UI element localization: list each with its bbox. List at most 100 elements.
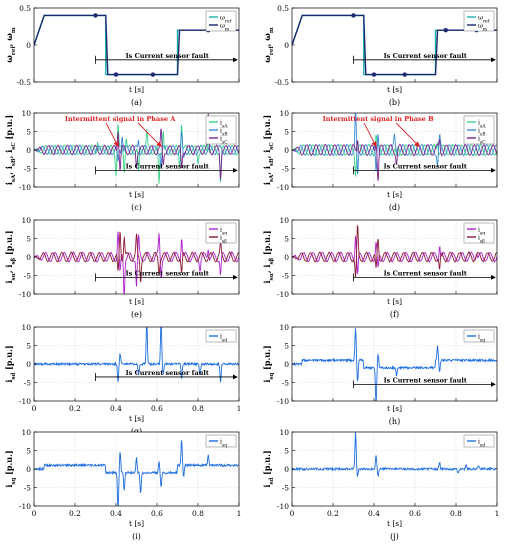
y-tick-label: -10 (19, 290, 31, 299)
y-tick-label: 0 (26, 360, 31, 369)
legend-entry: isC (478, 135, 486, 145)
legend-box (205, 222, 237, 244)
chart-panel-d: -10 -5 0 5 10 t [s] (d) isA, isB, isC [p.u.] isA… (262, 109, 498, 212)
y-tick-label: -5 (282, 272, 290, 281)
y-tick-label: -10 (277, 290, 289, 299)
y-axis-label: isd [p.u.] (262, 450, 275, 487)
legend-entry: isα (220, 226, 227, 236)
panel-label: (d) (389, 203, 400, 212)
legend-entry: ωref (478, 14, 490, 24)
x-tick-label: 0.8 (450, 509, 462, 518)
x-tick-label: 0.4 (368, 509, 380, 518)
x-axis-label: t [s] (387, 85, 402, 94)
y-tick-label: -5 (24, 484, 32, 493)
series-line-1 (34, 327, 239, 383)
chart-panel-c: -10 -5 0 5 10 t [s] (c) isA, isB, isC [p.u.] isA… (4, 109, 240, 212)
legend-entry: isα (478, 226, 485, 236)
y-tick-label: -5 (282, 484, 290, 493)
data-marker (113, 72, 119, 77)
x-tick-label: 0.4 (110, 404, 122, 413)
x-axis-label: t [s] (129, 414, 144, 423)
plot-area (292, 8, 497, 82)
x-tick-label: 0.8 (192, 404, 204, 413)
y-tick-label: 10 (21, 216, 31, 225)
x-tick-label: 0.8 (192, 509, 204, 518)
series-line-3 (34, 113, 239, 180)
fault-label: Is Current sensor fault (384, 376, 467, 384)
annotation-text: Intermittent signal in Phase B (323, 115, 434, 123)
series-line-1 (34, 231, 239, 294)
y-axis-label: isα, isβ [p.u.] (4, 230, 17, 283)
data-marker (402, 72, 407, 77)
y-tick-label: -10 (19, 397, 31, 406)
x-tick-label: 0.2 (69, 509, 81, 518)
panel-label: (h) (389, 417, 400, 426)
data-marker (443, 28, 448, 33)
series-line-2 (34, 231, 239, 283)
x-axis-label: t [s] (387, 297, 402, 306)
y-tick-label: 0 (284, 253, 289, 262)
y-tick-label: 5 (26, 342, 31, 351)
fault-label: Is Current sensor fault (384, 162, 467, 170)
y-tick-label: 0.5 (277, 4, 289, 13)
legend-entry: isB (220, 127, 228, 137)
series-line-2 (292, 14, 497, 76)
legend-box (205, 329, 237, 343)
x-axis-label: t [s] (129, 519, 144, 528)
y-tick-label: -0.5 (275, 78, 290, 87)
legend-box (463, 10, 495, 32)
x-tick-label: 0 (32, 404, 37, 413)
data-marker (93, 13, 98, 18)
series-line-2 (292, 225, 497, 278)
y-axis-label: ωref, ωm (262, 27, 275, 63)
annotation-arrow (363, 122, 377, 148)
series-line-3 (292, 139, 497, 181)
fault-label: Is Current sensor fault (126, 162, 209, 170)
plot-area (34, 8, 239, 82)
legend-entry: isA (220, 119, 228, 129)
chart-panel-i: -10 -5 0 5 10 0 0.2 0.4 0.6 0.8 1 t [s] (i) isq [p.u.… (4, 428, 241, 541)
data-marker (351, 13, 356, 18)
y-axis-label: isq [p.u.] (4, 450, 17, 487)
x-axis-label: t [s] (129, 297, 144, 306)
y-tick-label: 5 (284, 342, 289, 351)
legend-entry: ωm (220, 22, 230, 32)
y-tick-label: -5 (24, 272, 32, 281)
y-tick-label: 10 (279, 109, 289, 118)
y-tick-label: 5 (284, 235, 289, 244)
y-tick-label: -5 (24, 165, 32, 174)
series-line-1 (292, 235, 497, 274)
x-axis-label: t [s] (129, 190, 144, 199)
x-tick-label: 0.6 (151, 509, 163, 518)
x-axis-label: t [s] (129, 85, 144, 94)
panel-label: (b) (389, 98, 400, 107)
y-axis-label: isq [p.u.] (262, 345, 275, 382)
annotation-arrow (395, 122, 420, 147)
y-tick-label: -5 (282, 379, 290, 388)
y-tick-label: 10 (279, 216, 289, 225)
series-line-1 (292, 328, 497, 401)
y-tick-label: -10 (19, 502, 31, 511)
y-axis-label: isA, isB, isC [p.u.] (262, 115, 275, 185)
y-tick-label: 5 (26, 235, 31, 244)
series-line-1 (292, 432, 497, 477)
y-tick-label: 10 (21, 323, 31, 332)
x-axis-label: t [s] (387, 190, 402, 199)
panel-label: (g) (131, 427, 142, 436)
y-axis-label: isd [p.u.] (4, 345, 17, 382)
fault-label: Is Current sensor fault (384, 269, 467, 277)
x-tick-label: 0.6 (409, 509, 421, 518)
y-tick-label: 5 (26, 128, 31, 137)
chart-panel-h: -10 -5 0 5 10 t [s] (h) isq [p.u.] isq Is Current… (262, 323, 498, 426)
y-tick-label: 0 (284, 465, 289, 474)
y-tick-label: 0 (26, 146, 31, 155)
y-tick-label: 0 (26, 465, 31, 474)
y-axis-label: isα, isβ [p.u.] (262, 230, 275, 283)
y-tick-label: 0 (284, 146, 289, 155)
y-tick-label: 5 (26, 447, 31, 456)
legend-entry: ωm (478, 22, 488, 32)
legend-entry: isq (220, 438, 227, 448)
legend-box (463, 434, 495, 448)
annotation-arrow (137, 122, 162, 147)
